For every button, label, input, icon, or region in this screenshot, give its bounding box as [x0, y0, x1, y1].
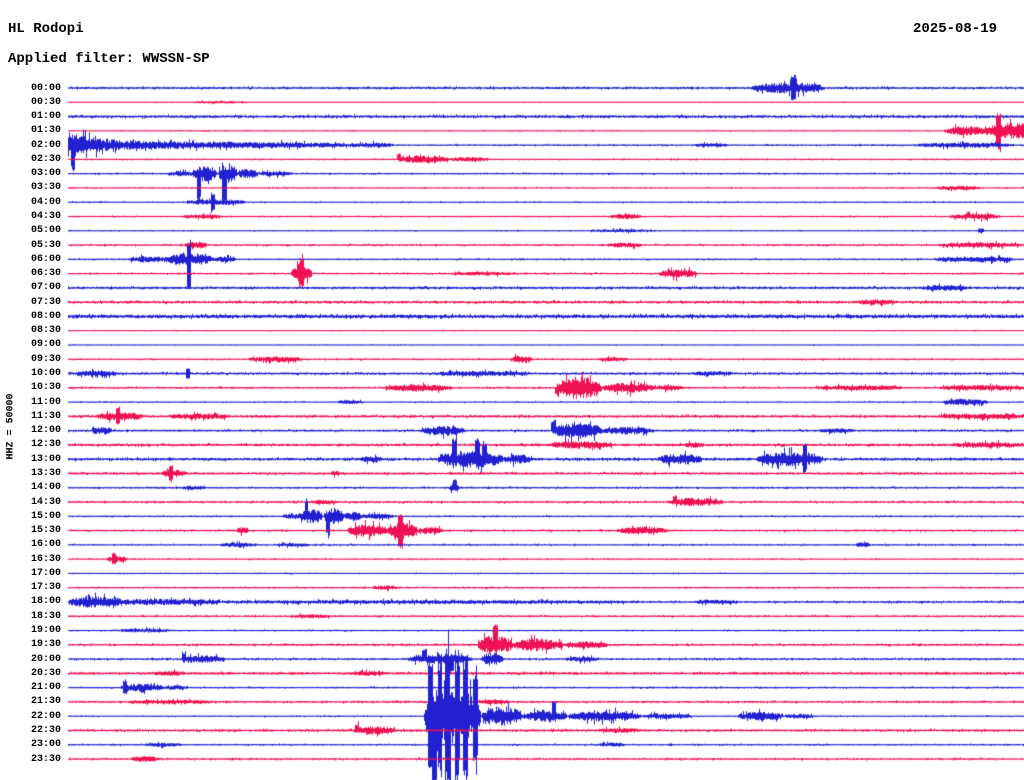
time-label-12:00: 12:00 — [30, 425, 61, 437]
time-label-00:30: 00:30 — [30, 96, 61, 108]
time-label-08:00: 08:00 — [30, 310, 61, 322]
time-label-16:00: 16:00 — [30, 539, 61, 551]
time-label-18:00: 18:00 — [30, 596, 61, 608]
time-label-23:30: 23:30 — [30, 753, 61, 765]
station-title: HL Rodopi — [8, 21, 84, 37]
time-label-08:30: 08:30 — [30, 325, 61, 337]
time-label-11:30: 11:30 — [30, 410, 61, 422]
time-label-19:30: 19:30 — [30, 639, 61, 651]
time-label-00:00: 00:00 — [30, 82, 61, 94]
time-label-19:00: 19:00 — [30, 625, 61, 637]
time-label-04:00: 04:00 — [30, 196, 61, 208]
time-label-17:30: 17:30 — [30, 582, 61, 594]
time-label-15:00: 15:00 — [30, 510, 61, 522]
time-label-20:30: 20:30 — [30, 667, 61, 679]
time-label-20:00: 20:00 — [30, 653, 61, 665]
time-label-10:00: 10:00 — [30, 368, 61, 380]
time-label-06:30: 06:30 — [30, 268, 61, 280]
time-label-16:30: 16:30 — [30, 553, 61, 565]
time-label-14:30: 14:30 — [30, 496, 61, 508]
time-label-10:30: 10:30 — [30, 382, 61, 394]
time-label-13:30: 13:30 — [30, 467, 61, 479]
time-label-04:30: 04:30 — [30, 210, 61, 222]
date-label: 2025-08-19 — [913, 21, 998, 37]
time-label-15:30: 15:30 — [30, 525, 61, 537]
time-label-01:30: 01:30 — [30, 125, 61, 137]
time-label-23:00: 23:00 — [30, 739, 61, 751]
time-label-22:00: 22:00 — [30, 710, 61, 722]
time-label-02:00: 02:00 — [30, 139, 61, 151]
time-label-03:30: 03:30 — [30, 182, 61, 194]
time-label-07:30: 07:30 — [30, 296, 61, 308]
time-label-05:00: 05:00 — [30, 225, 61, 237]
time-label-09:30: 09:30 — [30, 353, 61, 365]
time-label-06:00: 06:00 — [30, 253, 61, 265]
time-label-09:00: 09:00 — [30, 339, 61, 351]
time-label-05:30: 05:30 — [30, 239, 61, 251]
time-label-12:30: 12:30 — [30, 439, 61, 451]
time-label-01:00: 01:00 — [30, 111, 61, 123]
time-label-13:00: 13:00 — [30, 453, 61, 465]
applied-filter-label: Applied filter: WWSSN-SP — [8, 51, 210, 67]
time-label-21:30: 21:30 — [30, 696, 61, 708]
time-label-02:30: 02:30 — [30, 153, 61, 165]
time-label-07:00: 07:00 — [30, 282, 61, 294]
time-label-03:00: 03:00 — [30, 168, 61, 180]
time-label-17:00: 17:00 — [30, 567, 61, 579]
time-label-18:30: 18:30 — [30, 610, 61, 622]
time-label-14:00: 14:00 — [30, 482, 61, 494]
time-label-11:00: 11:00 — [30, 396, 61, 408]
time-label-21:00: 21:00 — [30, 682, 61, 694]
time-label-22:30: 22:30 — [30, 724, 61, 736]
